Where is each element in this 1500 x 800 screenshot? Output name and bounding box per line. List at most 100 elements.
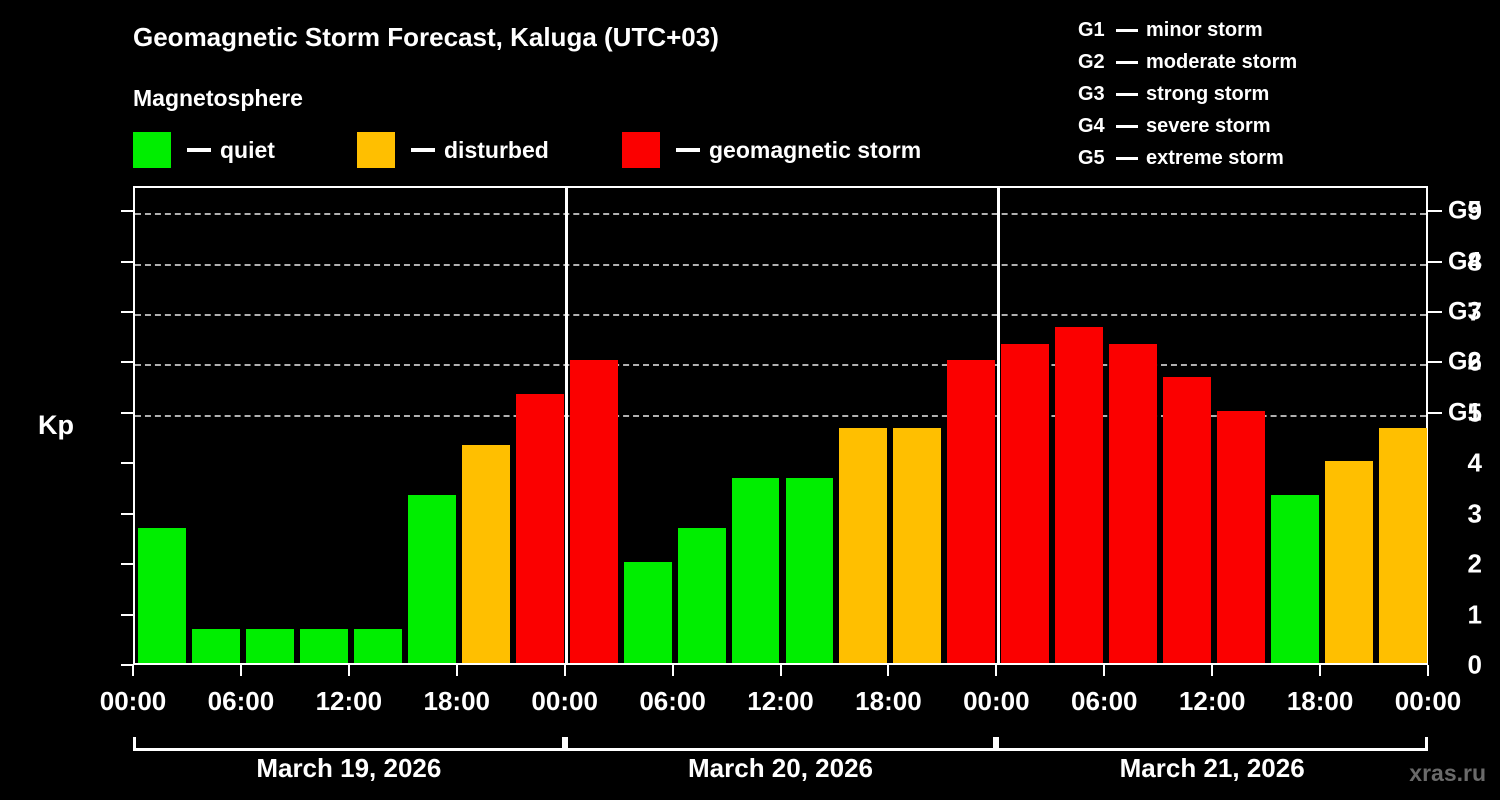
x-tick-label-6: 12:00: [747, 686, 814, 716]
g-tick-mark-g3: [1428, 311, 1442, 314]
x-tick-label-8: 00:00: [963, 686, 1030, 716]
bar[interactable]: [893, 427, 942, 663]
gscale-code: G2: [1078, 50, 1105, 73]
bar[interactable]: [731, 477, 780, 663]
bar[interactable]: [353, 629, 402, 663]
legend-item-2[interactable]: geomagnetic storm: [622, 132, 921, 168]
bar[interactable]: [138, 528, 186, 663]
x-tick-mark-9: [1103, 665, 1106, 676]
day-bracket-2: [564, 737, 997, 751]
bar[interactable]: [1163, 377, 1212, 663]
y-tick-mark-4: [121, 462, 133, 465]
gridline-kp-5: [135, 414, 1426, 417]
page-title: Geomagnetic Storm Forecast, Kaluga (UTC+…: [133, 22, 719, 52]
bar[interactable]: [947, 360, 996, 663]
gridline-kp-7: [135, 314, 1426, 317]
gscale-row-g4: G4 severe storm: [1078, 110, 1297, 142]
gscale-row-g5: G5 extreme storm: [1078, 142, 1297, 174]
x-tick-mark-1: [239, 665, 242, 676]
x-tick-label-2: 12:00: [315, 686, 383, 716]
legend-item-1[interactable]: disturbed: [357, 132, 549, 168]
x-tick-mark-10: [1211, 665, 1214, 676]
day-label-2: March 20, 2026: [687, 753, 874, 783]
legend-label: geomagnetic storm: [709, 136, 922, 163]
bar[interactable]: [839, 427, 888, 663]
bar[interactable]: [569, 360, 618, 663]
x-tick-label-12: 00:00: [1394, 686, 1462, 716]
gscale-description: moderate storm: [1146, 50, 1298, 73]
y-tick-label-9: 9: [1467, 195, 1482, 226]
storm-swatch: [622, 132, 660, 168]
gscale-row-g3: G3 strong storm: [1078, 78, 1297, 110]
x-tick-mark-12: [1427, 665, 1429, 676]
y-tick-label-0: 0: [1467, 649, 1482, 680]
g-scale-legend: G1 minor storm G2 moderate storm G3 strong st…: [1078, 14, 1297, 174]
plot-inner: [135, 188, 1427, 663]
bar[interactable]: [1325, 461, 1374, 663]
bar[interactable]: [1055, 326, 1104, 663]
bar[interactable]: [515, 394, 564, 663]
bar[interactable]: [407, 495, 456, 663]
y-tick-mark-0: [121, 664, 133, 666]
bar[interactable]: [1001, 343, 1050, 663]
y-tick-label-5: 5: [1467, 397, 1482, 428]
g-tick-label-g4: G4: [1448, 247, 1482, 276]
g-tick-label-g5: G5: [1448, 196, 1482, 225]
bar[interactable]: [785, 477, 834, 663]
bar[interactable]: [245, 629, 294, 663]
gscale-row-g2: G2 moderate storm: [1078, 46, 1297, 78]
y-tick-mark-9: [121, 210, 133, 213]
day-label-1: March 19, 2026: [256, 753, 442, 783]
x-tick-label-4: 00:00: [531, 686, 598, 716]
gscale-code: G1: [1078, 18, 1105, 41]
x-tick-mark-3: [455, 665, 458, 676]
y-tick-mark-3: [121, 512, 133, 515]
y-tick-label-3: 3: [1467, 498, 1482, 529]
bar-series: [135, 188, 1427, 663]
y-tick-label-4: 4: [1467, 447, 1482, 478]
g-tick-mark-g5: [1428, 210, 1442, 213]
x-tick-label-11: 18:00: [1286, 686, 1354, 716]
bar[interactable]: [1271, 495, 1320, 663]
x-tick-mark-8: [995, 665, 998, 676]
gridline-kp-9: [135, 213, 1426, 216]
quiet-swatch: [133, 132, 171, 168]
bar[interactable]: [191, 629, 240, 663]
x-tick-mark-5: [671, 665, 674, 676]
y-tick-mark-6: [121, 361, 133, 364]
bar[interactable]: [461, 444, 510, 663]
g-tick-mark-g1: [1428, 411, 1442, 414]
x-tick-mark-0: [132, 665, 134, 676]
watermark: xras.ru: [1409, 760, 1486, 786]
x-tick-label-0: 00:00: [99, 686, 167, 716]
x-tick-label-9: 06:00: [1071, 686, 1138, 716]
day-separator-2: [996, 188, 1000, 663]
x-tick-label-10: 12:00: [1178, 686, 1246, 716]
bar[interactable]: [299, 629, 348, 663]
gscale-dash-icon: [1116, 92, 1138, 96]
day-separator-1: [565, 188, 569, 663]
y-tick-mark-5: [121, 411, 133, 414]
day-bracket-1: [133, 737, 565, 751]
bar[interactable]: [1379, 427, 1427, 663]
x-tick-label-7: 18:00: [855, 686, 922, 716]
gscale-dash-icon: [1116, 28, 1138, 32]
x-tick-mark-4: [563, 665, 566, 676]
bar[interactable]: [677, 528, 726, 663]
plot-area: [133, 186, 1428, 665]
g-tick-mark-g2: [1428, 361, 1442, 364]
gridline-kp-6: [135, 364, 1426, 367]
y-tick-mark-2: [121, 563, 133, 566]
gscale-description: strong storm: [1146, 82, 1270, 105]
x-tick-mark-2: [347, 665, 350, 676]
gscale-code: G3: [1078, 82, 1105, 105]
bar[interactable]: [1217, 410, 1266, 663]
gscale-row-g1: G1 minor storm: [1078, 14, 1297, 46]
bar[interactable]: [623, 562, 672, 663]
y-tick-mark-7: [121, 311, 133, 314]
legend-item-0[interactable]: quiet: [133, 132, 275, 168]
gscale-description: severe storm: [1146, 114, 1271, 137]
legend-dash-icon: [187, 148, 211, 152]
y-tick-mark-1: [121, 613, 133, 616]
bar[interactable]: [1109, 343, 1158, 663]
